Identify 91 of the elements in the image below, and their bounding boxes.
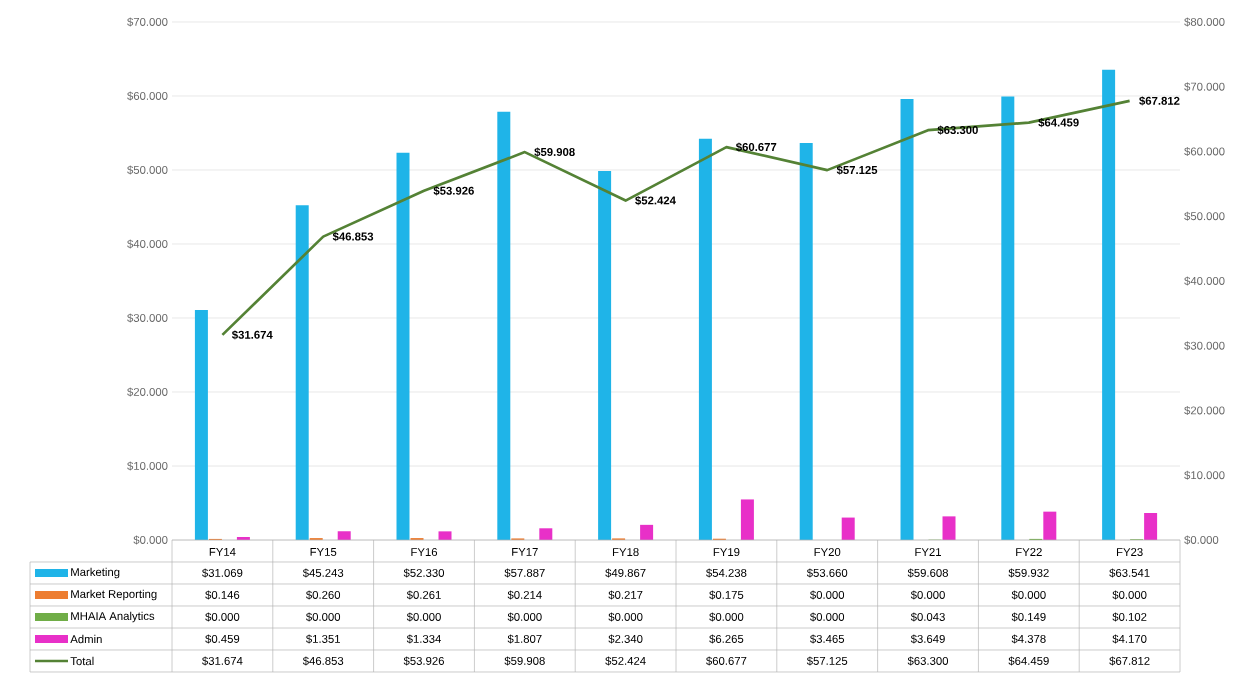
text: $46.853 [332, 232, 374, 242]
text: $67.812 [1139, 96, 1180, 106]
x-tick-label: FY22 [1016, 548, 1042, 556]
data-label: $0.000 [1112, 590, 1147, 600]
data-label: $63.300 [907, 656, 949, 666]
y2-tick-label: $40.000 [1184, 276, 1225, 286]
data-label: $3.649 [910, 634, 945, 644]
data-label: $49.867 [605, 568, 646, 578]
data-label: $0.214 [507, 590, 542, 600]
data-label: $0.149 [1011, 612, 1046, 622]
y2-tick-label: $60.000 [1184, 146, 1225, 157]
y2-tick-label: $20.000 [1184, 405, 1225, 416]
data-label: $0.000 [810, 612, 845, 622]
y2-tick-label: $10.000 [1184, 470, 1225, 480]
data-label: $6.265 [709, 634, 744, 644]
data-label: $63.541 [1109, 568, 1150, 578]
legend-label: Admin [70, 634, 102, 644]
data-label: $0.000 [406, 612, 441, 622]
data-label: $1.334 [406, 634, 442, 644]
data-label: $0.000 [1011, 590, 1046, 600]
data-label: $53.926 [403, 656, 444, 666]
data-label: $4.378 [1011, 634, 1046, 644]
x-tick-label: FY18 [612, 548, 639, 557]
x-tick-label: FY19 [713, 548, 740, 557]
y-tick-label: $0.000 [133, 535, 168, 545]
data-label: $0.260 [306, 590, 341, 600]
data-label: $31.674 [202, 656, 243, 666]
data-label: $0.000 [306, 612, 341, 622]
data-label: $0.102 [1112, 612, 1147, 622]
data-label: $46.853 [302, 656, 344, 666]
data-label: $0.000 [608, 612, 643, 622]
text: $52.424 [635, 195, 676, 206]
data-label: $31.069 [202, 568, 243, 578]
y-tick-label: $10.000 [127, 461, 168, 471]
text: $53.926 [433, 186, 474, 196]
text: $31.674 [231, 330, 273, 340]
y-tick-label: $60.000 [127, 91, 168, 101]
data-label: $67.812 [1109, 656, 1150, 666]
data-label: $0.146 [205, 590, 240, 600]
data-label: $0.043 [910, 612, 945, 622]
data-label: $54.238 [706, 568, 747, 578]
y2-tick-label: $0.000 [1184, 535, 1219, 545]
legend-label: Marketing [71, 567, 120, 579]
data-label: $0.217 [608, 590, 643, 600]
y2-tick-label: $70.000 [1184, 82, 1225, 92]
data-label: $0.000 [205, 612, 240, 622]
data-label: $0.261 [406, 590, 441, 600]
y-tick-label: $20.000 [127, 387, 168, 397]
data-label: $0.000 [910, 590, 945, 600]
data-label: $0.175 [709, 590, 744, 600]
data-label: $0.000 [709, 612, 744, 622]
data-label: $1.351 [306, 634, 340, 644]
data-label: $0.000 [810, 590, 845, 600]
legend-label: MHAIA Analytics [71, 611, 155, 623]
legend-label: Market Reporting [71, 589, 157, 601]
data-label: $59.932 [1008, 568, 1049, 578]
y2-tick-label: $80.000 [1184, 17, 1225, 27]
data-label: $60.677 [706, 656, 747, 666]
data-label: $3.465 [810, 634, 845, 644]
x-tick-label: FY14 [209, 548, 236, 556]
y-tick-label: $70.000 [127, 17, 168, 27]
data-label: $52.424 [605, 656, 646, 666]
data-label: $64.459 [1008, 656, 1049, 666]
data-label: $4.170 [1112, 634, 1147, 644]
data-label: $45.243 [302, 568, 344, 578]
y-tick-label: $40.000 [127, 239, 168, 249]
x-tick-label: FY16 [411, 548, 438, 557]
y-tick-label: $30.000 [127, 313, 168, 323]
text: $57.125 [836, 165, 878, 175]
data-label: $0.459 [205, 634, 240, 644]
data-label: $57.125 [806, 656, 848, 666]
data-label: $57.887 [504, 568, 545, 578]
x-tick-label: FY15 [310, 548, 337, 556]
y2-tick-label: $50.000 [1184, 211, 1225, 221]
data-label: $0.000 [507, 612, 542, 622]
y2-tick-label: $30.000 [1184, 341, 1225, 351]
legend-label: Total [70, 656, 94, 666]
data-label: $59.608 [907, 568, 948, 578]
data-label: $59.908 [504, 656, 545, 666]
data-label: $53.660 [806, 568, 848, 578]
text: $60.677 [735, 142, 777, 152]
data-label: $1.807 [507, 634, 542, 644]
x-tick-label: FY23 [1116, 548, 1143, 557]
text: $59.908 [534, 147, 575, 157]
x-tick-label: FY21 [915, 548, 941, 556]
x-tick-label: FY20 [814, 548, 841, 557]
data-label: $2.340 [608, 634, 643, 644]
x-tick-label: FY17 [512, 548, 538, 556]
data-label: $52.330 [403, 568, 445, 578]
y-tick-label: $50.000 [127, 165, 168, 175]
text: $64.459 [1038, 118, 1079, 128]
